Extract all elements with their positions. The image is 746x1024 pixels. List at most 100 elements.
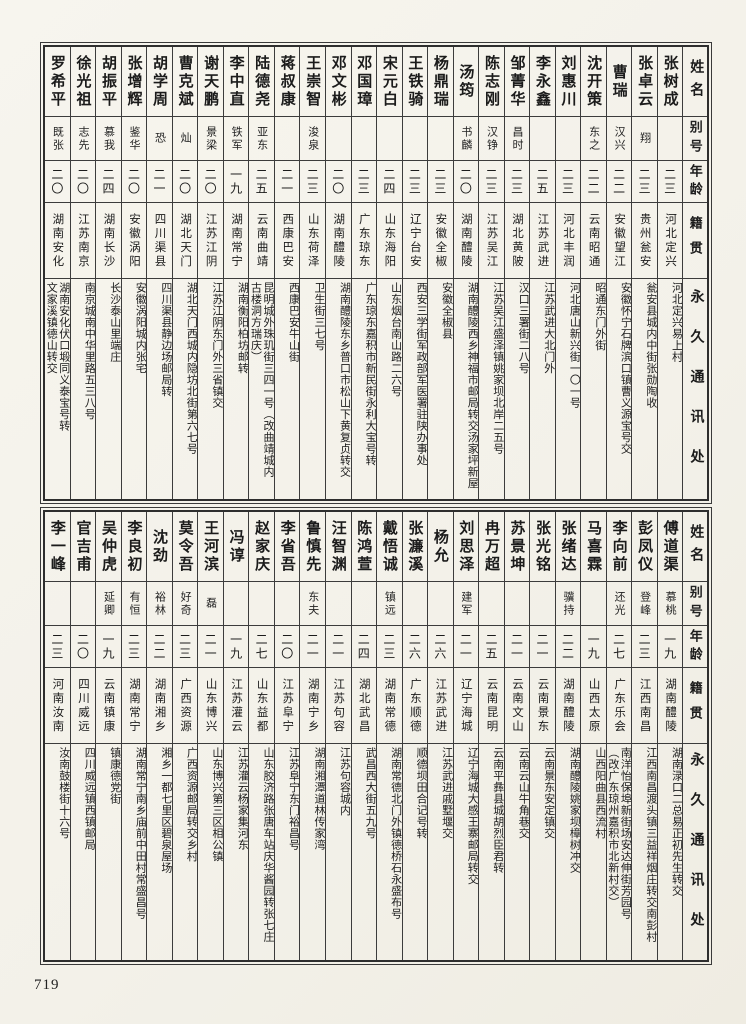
person-age: 二〇 bbox=[121, 161, 147, 203]
person-alias bbox=[70, 582, 96, 626]
person-address: 四川渠县静边场邮局转 bbox=[159, 282, 172, 397]
person-name: 王崇智 bbox=[300, 47, 325, 117]
header-name: 姓名 bbox=[683, 47, 707, 117]
person-native-place: 辽宁海城 bbox=[453, 668, 479, 744]
person-name: 胡学周 bbox=[147, 47, 172, 117]
header-age: 年龄 bbox=[683, 626, 707, 668]
person-address: 湖南醴陵姚家坝樟树冲交 bbox=[568, 747, 581, 874]
person-alias bbox=[402, 117, 428, 161]
person-alias: 磊 bbox=[198, 582, 223, 626]
person-column: 赵家庆 二七 山东益都 山东胶济路张唐车站庆华酱园转张七庄 bbox=[248, 512, 274, 960]
person-age: 二一 bbox=[530, 626, 555, 668]
person-name: 李一峰 bbox=[45, 512, 70, 582]
person-native-place: 云南景东 bbox=[530, 668, 555, 744]
person-age: 二三 bbox=[504, 161, 530, 203]
person-age: 二三 bbox=[632, 626, 657, 668]
person-column: 李向前 还光 二七 广东乐会 南洋怡保埠新街场安达伸街芳园号 （改广东琼州嘉积市… bbox=[605, 512, 632, 960]
person-column: 李永鑫 二五 江苏武进 江苏武进大北门外 bbox=[529, 47, 555, 499]
person-column: 刘惠川 二三 河北丰润 河北唐山新兴街一〇一号 bbox=[554, 47, 581, 499]
person-address: 瓮安县城内中街张勋陶收 bbox=[644, 282, 657, 409]
person-address: 汉口三署街二八号 bbox=[517, 282, 530, 374]
person-name: 王河滨 bbox=[198, 512, 223, 582]
person-alias: 好奇 bbox=[172, 582, 198, 626]
header-native: 籍贯 bbox=[683, 203, 707, 279]
person-age: 二六 bbox=[402, 626, 428, 668]
person-address: 昭通东门外街 bbox=[593, 282, 606, 351]
person-address: 湖南衡阳柏坊邮转 bbox=[236, 282, 249, 374]
person-column: 沈劲 裕林 二二 湖南湘乡 湘乡一都七里区碧泉屋场 bbox=[146, 512, 172, 960]
person-age: 二一 bbox=[504, 626, 530, 668]
person-name: 沈劲 bbox=[147, 512, 172, 582]
person-age: 二三 bbox=[555, 161, 581, 203]
person-age: 二六 bbox=[428, 626, 453, 668]
person-alias: 慕桃 bbox=[657, 582, 683, 626]
person-name: 杨允 bbox=[428, 512, 453, 582]
person-column: 杨允 二六 江苏武进 江苏武进戚墅堰交 bbox=[427, 512, 453, 960]
person-name: 邓文彬 bbox=[326, 47, 351, 117]
person-name: 沈开策 bbox=[581, 47, 606, 117]
person-address: 云南平彝县城胡烈臣君转 bbox=[491, 747, 504, 874]
person-native-place: 湖南常宁 bbox=[223, 203, 249, 279]
person-alias: 还光 bbox=[606, 582, 632, 626]
person-column: 戴悟诚 镇远 二三 湖南常德 湖南常德北门外镇德桥石永盛布号 bbox=[376, 512, 402, 960]
person-address: 湖南醴陵西乡神福市邮局转交汤家坪新屋 bbox=[466, 282, 479, 489]
person-native-place: 江苏阜宁 bbox=[274, 668, 300, 744]
person-name: 李向前 bbox=[606, 512, 632, 582]
person-alias: 汉兴 bbox=[606, 117, 632, 161]
person-address: 湖南醴陵东乡普口市松山下黄复贞转交 bbox=[338, 282, 351, 478]
person-column: 汤筠 书麟 二〇 湖南醴陵 湖南醴陵西乡神福市邮局转交汤家坪新屋 bbox=[452, 47, 479, 499]
person-column: 汪智渊 二一 江苏句容 江苏句容城内 bbox=[325, 512, 351, 960]
bottom-table-frame: 姓名 别号 年龄 籍贯 永久通讯处 傅道渠 慕桃 一九 湖南醴陵 湖南渌口二总易… bbox=[40, 507, 712, 965]
person-age: 二二 bbox=[581, 161, 606, 203]
person-column: 李省吾 二〇 江苏阜宁 江苏阜宁东门裕昌号 bbox=[273, 512, 300, 960]
person-age: 二三 bbox=[402, 161, 428, 203]
person-native-place: 山西太原 bbox=[581, 668, 606, 744]
person-column: 沈开策 东之 二二 云南昭通 昭通东门外街 bbox=[580, 47, 606, 499]
person-address: 江苏武进大北门外 bbox=[542, 282, 555, 374]
person-column: 张卓云 翔 二三 贵州瓮安 瓮安县城内中街张勋陶收 bbox=[631, 47, 657, 499]
person-alias bbox=[274, 582, 300, 626]
person-address: 安徽涡阳城内张宅 bbox=[134, 282, 147, 374]
person-native-place: 江苏句容 bbox=[326, 668, 351, 744]
person-name: 曹克斌 bbox=[172, 47, 198, 117]
person-age: 二〇 bbox=[172, 161, 198, 203]
person-age: 二〇 bbox=[198, 161, 223, 203]
person-address: 江苏武进戚墅堰交 bbox=[440, 747, 453, 839]
person-age: 二三 bbox=[121, 626, 147, 668]
page-number: 719 bbox=[34, 977, 60, 993]
person-alias bbox=[377, 117, 402, 161]
person-alias bbox=[402, 582, 428, 626]
person-age: 二三 bbox=[657, 161, 683, 203]
person-alias bbox=[45, 582, 70, 626]
person-column: 陈志刚 汉铮 二三 江苏吴江 江苏吴江盛泽镇姚家坝北岸二五号 bbox=[478, 47, 504, 499]
person-column: 王河滨 磊 二一 山东博兴 山东博兴第三区相公镇 bbox=[197, 512, 223, 960]
person-column: 刘思泽 建军 二一 辽宁海城 辽宁海城大感王寨邮局转交 bbox=[452, 512, 479, 960]
person-age: 二七 bbox=[249, 626, 274, 668]
person-column: 王崇智 浚泉 二三 山东荷泽 卫生街三七号 bbox=[299, 47, 325, 499]
person-alias: 既张 bbox=[45, 117, 70, 161]
person-address: 湖南常宁南乡庙前中田村常盛昌号 bbox=[134, 747, 147, 920]
person-name: 邓国璋 bbox=[351, 47, 377, 117]
person-name: 杨鼎瑞 bbox=[428, 47, 453, 117]
person-alias: 景梁 bbox=[198, 117, 223, 161]
person-native-place: 辽宁台安 bbox=[402, 203, 428, 279]
person-age: 二四 bbox=[351, 626, 377, 668]
person-address: 长沙泰山里端庄 bbox=[108, 282, 121, 363]
person-column: 邓国璋 二三 广东琼东 广东琼东嘉积市新民街永利大宝号转 bbox=[350, 47, 377, 499]
person-age: 二一 bbox=[198, 626, 223, 668]
person-age: 二三 bbox=[377, 626, 402, 668]
person-name: 陆德尧 bbox=[249, 47, 274, 117]
person-address: 湖北天门西城内隐坊北街第六七号 bbox=[185, 282, 198, 455]
person-name: 宋元白 bbox=[377, 47, 402, 117]
person-column: 邓文彬 二〇 湖南醴陵 湖南醴陵东乡普口市松山下黄复贞转交 bbox=[325, 47, 351, 499]
person-age: 二一 bbox=[274, 161, 300, 203]
person-native-place: 云南昆明 bbox=[479, 668, 504, 744]
person-address: 湖南安化伏口塅同义泰宝号转 文家溪镇德山转交 bbox=[45, 282, 70, 432]
person-address: 河北定兴易上村 bbox=[670, 282, 683, 363]
person-name: 汪智渊 bbox=[326, 512, 351, 582]
person-name: 鲁慎先 bbox=[300, 512, 325, 582]
person-native-place: 山东博兴 bbox=[198, 668, 223, 744]
person-native-place: 贵州瓮安 bbox=[632, 203, 657, 279]
person-alias: 亚东 bbox=[249, 117, 274, 161]
